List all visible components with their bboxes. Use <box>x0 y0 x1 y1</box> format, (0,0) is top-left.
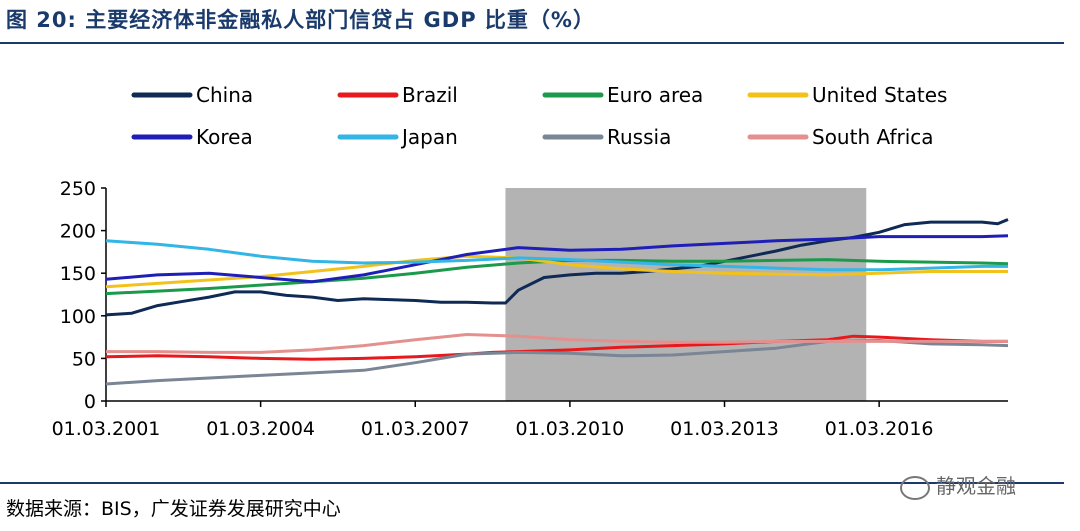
shaded-region <box>505 188 867 401</box>
y-tick-label: 250 <box>60 178 96 200</box>
watermark: 静观金融 <box>900 470 1016 500</box>
legend-label-korea: Korea <box>196 125 253 149</box>
y-tick-label: 50 <box>72 348 96 370</box>
legend-label-south-africa: South Africa <box>812 125 934 149</box>
y-tick-label: 150 <box>60 263 96 285</box>
series-line-japan <box>105 239 1008 272</box>
title-divider <box>0 42 1064 44</box>
x-tick-label: 01.03.2010 <box>515 418 624 440</box>
x-tick-label: 01.03.2016 <box>825 418 934 440</box>
wechat-icon <box>900 475 930 500</box>
series-line-brazil <box>105 334 1008 361</box>
legend-label-brazil: Brazil <box>402 83 458 107</box>
y-tick-label: 100 <box>60 306 96 328</box>
watermark-text: 静观金融 <box>936 474 1016 498</box>
legend-label-japan: Japan <box>400 125 458 149</box>
series-line-korea <box>105 234 1009 284</box>
line-chart: China Brazil Euro area United States Korea Ja… <box>52 83 1009 440</box>
legend-label-china: China <box>196 83 253 107</box>
series-line-south-africa <box>106 333 1008 354</box>
series-line-china <box>105 218 1009 317</box>
legend-label-russia: Russia <box>607 125 671 149</box>
chart-title: 图 20: 主要经济体非金融私人部门信贷占 GDP 比重（%） <box>6 8 595 32</box>
legend-label-euro-area: Euro area <box>607 83 703 107</box>
x-tick-label: 01.03.2004 <box>206 418 315 440</box>
source-note: 数据来源：BIS，广发证券发展研究中心 <box>6 498 341 520</box>
x-tick-label: 01.03.2001 <box>52 418 161 440</box>
x-tick-label: 01.03.2013 <box>670 418 779 440</box>
y-tick-label: 200 <box>60 221 96 243</box>
footer-divider <box>0 482 1064 484</box>
x-tick-label: 01.03.2007 <box>361 418 470 440</box>
y-tick-label: 0 <box>84 391 96 413</box>
legend-label-united-states: United States <box>812 83 947 107</box>
